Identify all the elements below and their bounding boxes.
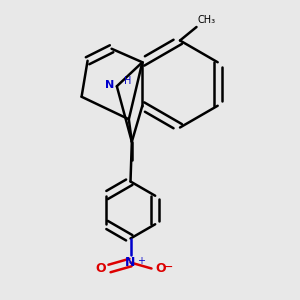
Text: −: − xyxy=(163,261,173,274)
Text: O: O xyxy=(155,262,166,275)
Text: N: N xyxy=(105,80,114,90)
Text: +: + xyxy=(137,256,145,266)
Text: H: H xyxy=(124,76,132,86)
Text: N: N xyxy=(125,256,136,269)
Text: CH₃: CH₃ xyxy=(198,15,216,25)
Text: O: O xyxy=(95,262,106,275)
